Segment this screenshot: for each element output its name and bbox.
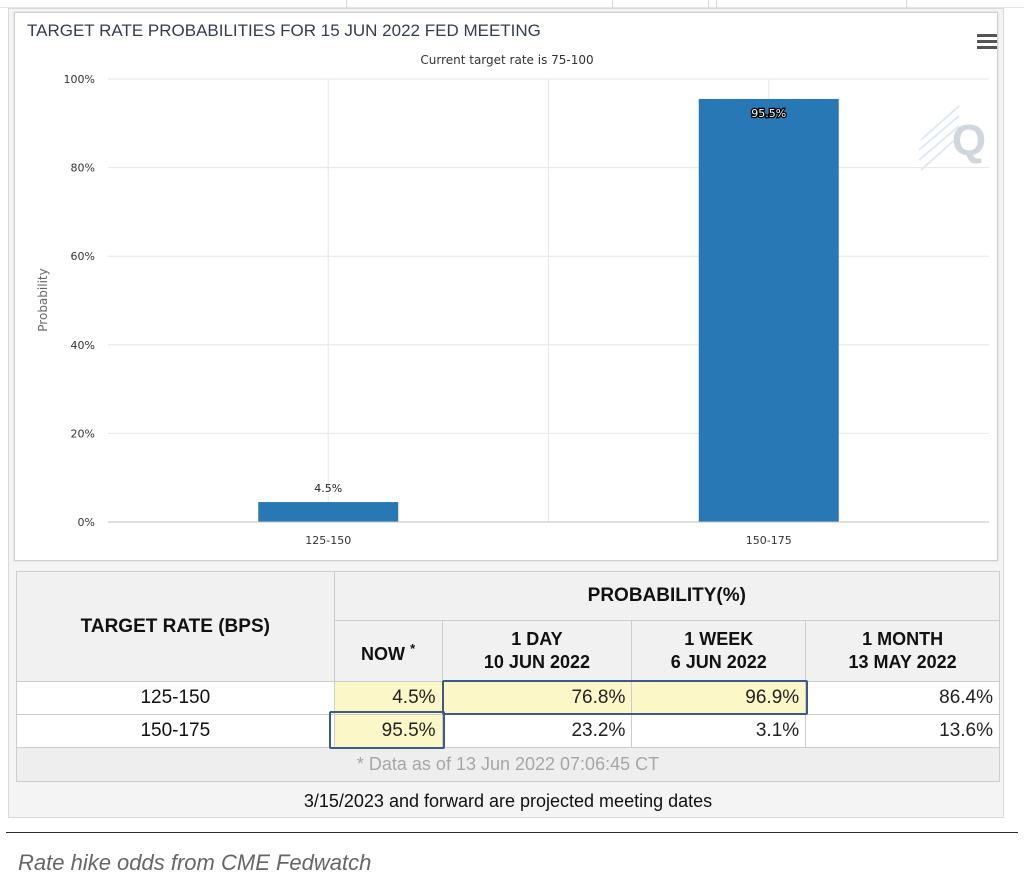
data-labels: 4.5% 95.5% — [314, 106, 787, 495]
hamburger-menu-icon[interactable] — [975, 31, 1001, 51]
value-cell: 96.9% — [631, 681, 807, 715]
value-cell: 95.5% — [333, 714, 443, 748]
bar — [698, 98, 839, 522]
header-line1: 1 DAY — [511, 629, 563, 649]
one-month-header: 1 MONTH 13 MAY 2022 — [805, 620, 1000, 682]
highlight-box-now — [329, 711, 445, 749]
probability-bar-chart: 0% 20% 40% 60% 80% 100% Q 4.5% 95.5% 125-150 15… — [27, 21, 989, 547]
value-cell: 4.5% — [333, 681, 443, 715]
y-tick-label: 80% — [71, 162, 95, 175]
y-tick-label: 100% — [64, 73, 95, 86]
y-axis-label: Probability — [36, 268, 50, 331]
rate-cell: 150-175 — [16, 714, 335, 748]
chart-subtitle: Current target rate is 75-100 — [420, 53, 593, 67]
target-rate-header: TARGET RATE (BPS) — [16, 571, 335, 682]
divider — [708, 0, 709, 8]
divider — [716, 0, 717, 8]
value-cell: 76.8% — [441, 681, 633, 715]
y-tick-label: 60% — [71, 250, 95, 263]
table-row: 150-175 95.5% 23.2% 3.1% 13.6% — [16, 714, 1000, 748]
bars — [258, 98, 839, 522]
q-watermark-icon: Q — [918, 105, 986, 171]
rate-cell: 125-150 — [16, 681, 335, 715]
watermark-letter: Q — [952, 116, 986, 165]
y-tick-label: 0% — [78, 516, 95, 529]
value-cell: 3.1% — [631, 714, 807, 748]
value-cell: 86.4% — [805, 681, 1000, 715]
highlight-box-row1 — [442, 680, 808, 715]
divider — [346, 0, 347, 8]
header-line1: 1 MONTH — [862, 629, 944, 649]
header-line1: 1 WEEK — [684, 629, 754, 649]
x-axis-ticks: 125-150 150-175 — [305, 534, 791, 547]
chart-grid — [108, 78, 989, 522]
header-line2: 10 JUN 2022 — [483, 652, 590, 672]
watermark: Q — [918, 105, 986, 171]
header-line2: 13 MAY 2022 — [848, 652, 957, 672]
divider — [6, 832, 1018, 833]
table-row: 125-150 4.5% 76.8% 96.9% 86.4% — [16, 681, 1000, 715]
top-strip — [0, 0, 1024, 8]
one-week-header: 1 WEEK 6 JUN 2022 — [631, 620, 807, 682]
header-line2: 6 JUN 2022 — [670, 652, 767, 672]
bar — [258, 502, 399, 522]
asterisk-mark: * — [410, 640, 416, 656]
x-tick-label: 125-150 — [305, 534, 351, 547]
projected-dates-note: 3/15/2023 and forward are projected meet… — [303, 791, 713, 811]
data-timestamp-note: * Data as of 13 Jun 2022 07:06:45 CT — [16, 747, 1000, 782]
chart-title: TARGET RATE PROBABILITIES FOR 15 JUN 202… — [27, 21, 541, 40]
data-label: 4.5% — [314, 482, 342, 495]
one-day-header: 1 DAY 10 JUN 2022 — [441, 620, 633, 682]
chart-container: 0% 20% 40% 60% 80% 100% Q 4.5% 95.5% 125-150 15… — [14, 12, 998, 561]
image-caption: Rate hike odds from CME Fedwatch — [18, 850, 372, 875]
x-tick-label: 150-175 — [746, 534, 792, 547]
data-label: 95.5% — [751, 107, 786, 120]
now-header-label: NOW — [361, 643, 406, 664]
now-header: NOW * — [333, 620, 443, 682]
probability-table: TARGET RATE (BPS) PROBABILITY(%) NOW * 1… — [16, 571, 1001, 782]
y-axis-ticks: 0% 20% 40% 60% 80% 100% — [64, 73, 95, 529]
value-cell: 13.6% — [805, 714, 1000, 748]
y-tick-label: 40% — [71, 339, 95, 352]
value-cell: 23.2% — [441, 714, 633, 748]
divider — [906, 0, 907, 8]
probability-header: PROBABILITY(%) — [333, 571, 1001, 621]
divider — [612, 0, 613, 8]
y-tick-label: 20% — [71, 427, 95, 440]
